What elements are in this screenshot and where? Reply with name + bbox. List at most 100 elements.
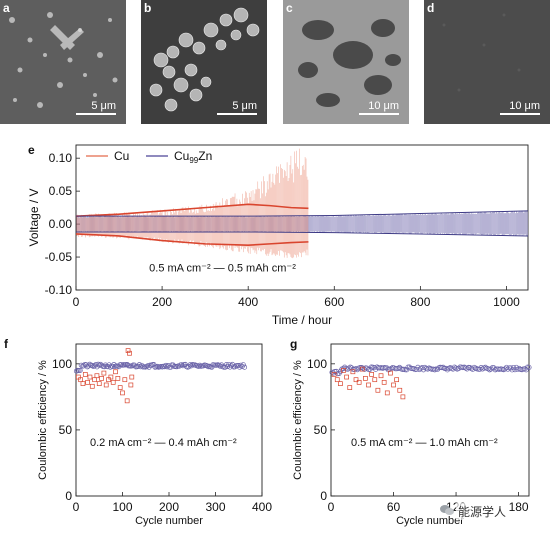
y-tick-label: 0 — [320, 489, 327, 503]
x-tick-label: 0 — [328, 500, 335, 514]
sem-image-c — [283, 0, 409, 124]
x-tick-label: 60 — [387, 500, 401, 514]
sem-texture-a — [9, 12, 118, 108]
cu-ce-point — [110, 379, 116, 385]
cu-ce-point — [400, 394, 406, 400]
legend-label-cuzn: Cu99Zn — [174, 149, 212, 165]
x-tick-label: 180 — [509, 500, 529, 514]
cuzn-ce-point — [77, 367, 83, 374]
y-tick-label: 0 — [65, 489, 72, 503]
x-axis-label: Time / hour — [272, 313, 332, 327]
cuzn-ce-point — [135, 363, 141, 369]
cuzn-ce-point — [235, 363, 242, 369]
cuzn-ce-point — [222, 364, 228, 370]
cu-ce-point — [99, 376, 104, 381]
watermark-text: 能源学人 — [456, 503, 509, 520]
cu-ce-point — [394, 377, 400, 383]
scale-bar-b — [217, 113, 257, 115]
panel-letter-d: d — [427, 1, 435, 15]
cuzn-ce-point — [523, 367, 529, 373]
cuzn-ce-point — [179, 362, 185, 368]
cu-ce-point — [124, 398, 130, 404]
cuzn-ce-point — [89, 362, 95, 368]
scale-bar-c — [359, 113, 399, 115]
y-tick-label: 0.10 — [49, 151, 73, 165]
panel-letter-g: g — [290, 337, 297, 351]
scale-label-c: 10 μm — [368, 100, 399, 112]
cu-ce-point — [375, 387, 381, 393]
ce-annotation: 0.2 mA cm⁻² — 0.4 mAh cm⁻² — [90, 437, 237, 449]
x-tick-label: 300 — [205, 500, 225, 514]
cu-ce-point — [363, 376, 368, 381]
sem-panel-b: b 5 μm — [141, 0, 267, 124]
y-tick-label: 50 — [314, 423, 328, 437]
cu-ce-point — [384, 390, 390, 396]
cuzn-ce-point — [145, 363, 151, 369]
cuzn-ce-point — [119, 362, 125, 369]
cuzn-ce-point — [81, 363, 87, 369]
cu-ce-point — [101, 370, 107, 376]
y-tick-label: 100 — [307, 357, 327, 371]
cuzn-ce-point — [196, 363, 202, 369]
cu-ce-point — [129, 374, 135, 380]
cu-ce-point — [125, 348, 131, 353]
cu-ce-point — [94, 373, 100, 379]
plot-frame — [330, 343, 530, 497]
panel-letter-a: a — [3, 1, 10, 15]
cu-ce-point — [82, 372, 88, 377]
scale-bar-d — [500, 113, 540, 115]
cu-ce-point — [372, 377, 378, 383]
cuzn-ce-point — [162, 364, 168, 370]
cu-ce-point — [350, 369, 356, 375]
cu-ce-point — [341, 368, 346, 373]
cu-ce-point — [128, 382, 134, 388]
cu-ce-point — [338, 381, 343, 387]
x-tick-label: 800 — [410, 295, 430, 309]
cu-upper-band — [75, 203, 309, 217]
cu-ce-point — [115, 376, 121, 381]
sem-texture-c — [298, 19, 401, 107]
cu-ce-point — [353, 377, 359, 383]
x-axis-label: Cycle number — [135, 515, 203, 527]
scale-label-b: 5 μm — [232, 100, 257, 112]
cuzn-ce-point — [94, 364, 100, 370]
cuzn-ce-point — [216, 362, 222, 368]
cu-ce-point — [388, 370, 393, 376]
y-tick-label: -0.10 — [45, 283, 73, 297]
cu-ce-point — [96, 381, 102, 387]
scale-label-a: 5 μm — [91, 100, 116, 112]
sem-image-b — [141, 0, 267, 124]
cuzn-ce-point — [96, 362, 102, 368]
cu-ce-point — [92, 377, 97, 383]
sem-image-a — [0, 0, 126, 124]
cu-ce-point — [369, 372, 374, 377]
sem-panel-d: d 10 μm — [424, 0, 550, 124]
cuzn-ce-point — [118, 362, 124, 368]
cuzn-ce-point — [200, 363, 206, 369]
cuzn-ce-point — [95, 361, 101, 367]
x-tick-label: 400 — [252, 500, 272, 514]
cuzn-ce-point — [107, 364, 113, 370]
x-tick-label: 1000 — [493, 295, 520, 309]
cuzn-ce-point — [526, 364, 532, 370]
cu-ce-point — [103, 382, 109, 388]
sem-panel-c: c 10 μm — [283, 0, 409, 124]
cu-ce-point — [87, 374, 93, 380]
cu-ce-point — [127, 350, 132, 356]
cu-ce-point — [120, 390, 125, 396]
cuzn-ce-point — [187, 362, 193, 368]
cu-ce-point — [359, 366, 365, 372]
cuzn-ce-point — [180, 363, 186, 369]
y-tick-label: 0.00 — [49, 217, 73, 231]
cuzn-lower-band — [76, 231, 529, 237]
x-tick-label: 400 — [238, 295, 258, 309]
sem-image-d — [424, 0, 550, 124]
cuzn-ce-point — [240, 362, 246, 368]
y-axis-label: Coulombic efficiency / % — [292, 360, 304, 480]
y-tick-label: 50 — [59, 423, 73, 437]
cu-ce-point — [85, 379, 90, 385]
cuzn-ce-point — [232, 364, 238, 370]
chart-e-annotation: 0.5 mA cm⁻² — 0.5 mAh cm⁻² — [149, 263, 296, 275]
cuzn-ce-point — [78, 362, 84, 368]
cuzn-ce-point — [86, 363, 92, 369]
